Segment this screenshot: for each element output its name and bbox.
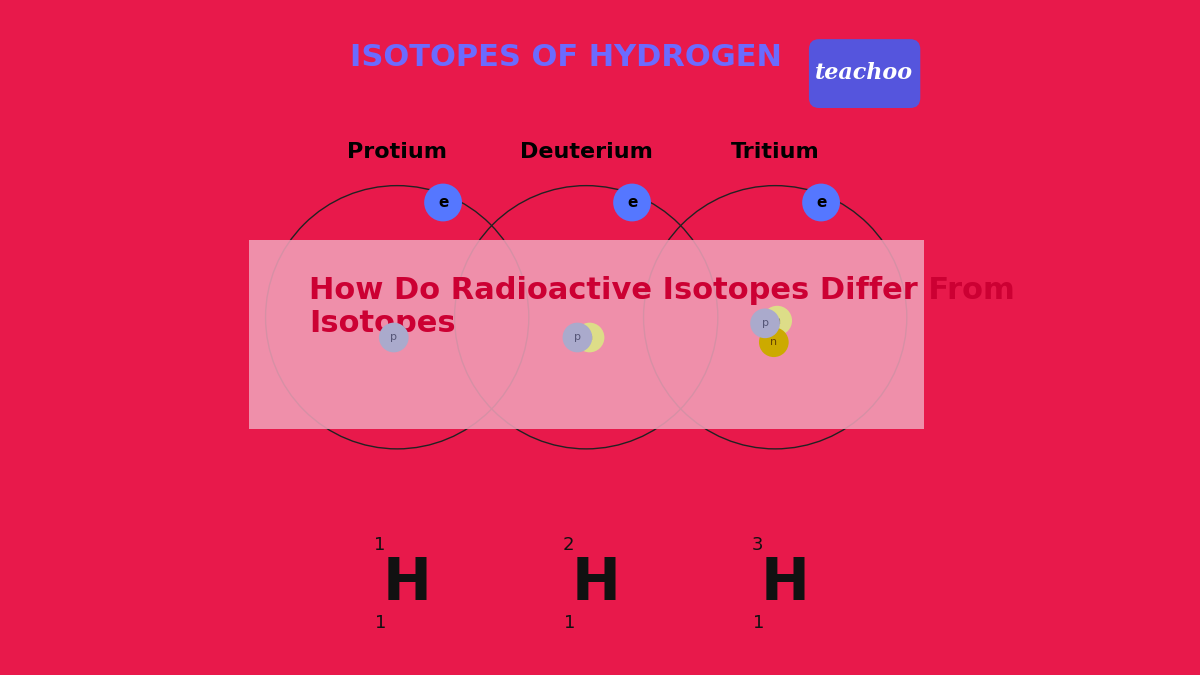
Text: teachoo: teachoo bbox=[815, 62, 913, 84]
Circle shape bbox=[750, 308, 780, 338]
Text: H: H bbox=[571, 556, 620, 612]
Text: 1: 1 bbox=[373, 536, 385, 554]
Text: 3: 3 bbox=[751, 536, 763, 554]
Circle shape bbox=[802, 184, 840, 221]
Text: 1: 1 bbox=[374, 614, 386, 632]
Text: p: p bbox=[574, 333, 581, 342]
Text: n: n bbox=[770, 338, 778, 347]
Circle shape bbox=[575, 323, 605, 352]
Text: H: H bbox=[761, 556, 809, 612]
Bar bbox=[248, 240, 924, 429]
Text: p: p bbox=[762, 319, 768, 328]
Text: n: n bbox=[586, 333, 593, 342]
Text: e: e bbox=[438, 195, 449, 210]
Text: Tritium: Tritium bbox=[731, 142, 820, 162]
Text: 1: 1 bbox=[752, 614, 764, 632]
Circle shape bbox=[613, 184, 650, 221]
FancyBboxPatch shape bbox=[809, 39, 920, 108]
Circle shape bbox=[762, 306, 792, 335]
Text: H: H bbox=[383, 556, 431, 612]
Text: 1: 1 bbox=[564, 614, 575, 632]
Text: Protium: Protium bbox=[347, 142, 448, 162]
Text: e: e bbox=[816, 195, 827, 210]
Circle shape bbox=[758, 327, 788, 357]
Text: e: e bbox=[626, 195, 637, 210]
Circle shape bbox=[424, 184, 462, 221]
Text: 2: 2 bbox=[563, 536, 574, 554]
Text: n: n bbox=[774, 316, 781, 325]
Text: p: p bbox=[390, 333, 397, 342]
Circle shape bbox=[379, 323, 409, 352]
Text: How Do Radioactive Isotopes Differ From
Isotopes: How Do Radioactive Isotopes Differ From … bbox=[310, 276, 1015, 338]
Circle shape bbox=[563, 323, 593, 352]
Text: ISOTOPES OF HYDROGEN: ISOTOPES OF HYDROGEN bbox=[350, 43, 782, 72]
Text: Deuterium: Deuterium bbox=[520, 142, 653, 162]
